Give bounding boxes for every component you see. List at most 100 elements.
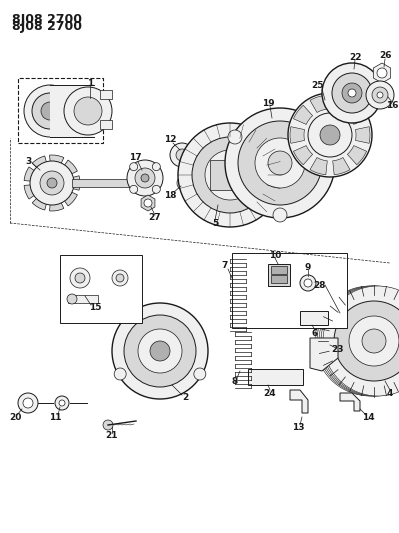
Circle shape [192,137,268,213]
Circle shape [362,329,386,353]
Bar [271,275,287,283]
Bar [50,85,94,137]
Polygon shape [290,390,308,413]
Polygon shape [373,63,391,83]
Wedge shape [348,146,367,165]
Circle shape [152,163,160,171]
Text: 10: 10 [269,251,281,260]
Circle shape [318,130,332,144]
Circle shape [372,87,388,103]
Circle shape [348,89,356,97]
Wedge shape [49,155,64,183]
Circle shape [103,420,113,430]
Wedge shape [52,176,80,190]
Text: 8: 8 [232,376,238,385]
Wedge shape [310,158,327,175]
Circle shape [55,396,69,410]
Text: 17: 17 [129,154,141,163]
Circle shape [323,286,399,396]
Text: 14: 14 [361,414,374,423]
Circle shape [349,316,399,366]
Circle shape [114,368,126,380]
Circle shape [67,294,77,304]
Circle shape [194,368,206,380]
Bar [60,255,142,323]
Bar [68,295,98,303]
Text: 12: 12 [164,135,176,144]
Circle shape [130,185,138,193]
Wedge shape [293,106,312,124]
Bar [72,179,137,187]
Circle shape [141,174,149,182]
Bar [100,120,112,129]
Circle shape [176,149,188,161]
Polygon shape [310,338,338,371]
Circle shape [342,83,362,103]
Circle shape [47,178,57,188]
Circle shape [124,315,196,387]
Circle shape [322,63,382,123]
Circle shape [300,275,316,291]
Circle shape [273,208,287,222]
Bar [268,264,290,286]
Text: 9: 9 [305,263,311,272]
Circle shape [59,400,65,406]
Circle shape [255,138,305,188]
Text: 4: 4 [387,389,393,398]
Wedge shape [52,160,77,183]
Circle shape [32,93,68,129]
Circle shape [228,130,242,144]
Text: 28: 28 [314,280,326,289]
Circle shape [377,68,387,78]
Text: 2: 2 [182,393,188,402]
Text: 13: 13 [292,424,304,432]
Wedge shape [348,106,367,124]
Text: 15: 15 [89,303,101,312]
Bar [300,311,328,325]
Circle shape [130,163,138,171]
Text: 21: 21 [106,432,118,440]
Circle shape [178,123,282,227]
Wedge shape [356,127,370,143]
Circle shape [304,279,312,287]
Circle shape [315,286,399,396]
Circle shape [18,393,38,413]
Wedge shape [333,158,350,175]
Circle shape [319,286,399,396]
Bar [100,90,112,99]
Text: 8J08 2700: 8J08 2700 [12,13,82,26]
Wedge shape [24,167,52,183]
Text: 8J08 2700: 8J08 2700 [12,20,82,33]
Circle shape [112,303,208,399]
Circle shape [23,398,33,408]
Circle shape [317,286,399,396]
Circle shape [182,180,188,186]
Text: 1: 1 [87,78,93,87]
Wedge shape [293,146,312,165]
Circle shape [144,199,152,207]
Circle shape [127,160,163,196]
Circle shape [40,171,64,195]
Text: 3: 3 [25,157,31,166]
Text: 26: 26 [379,52,391,61]
Bar [210,160,250,190]
Circle shape [152,185,160,193]
Circle shape [321,286,399,396]
Circle shape [170,143,194,167]
Circle shape [238,121,322,205]
Text: 16: 16 [386,101,398,109]
Circle shape [74,97,102,125]
Text: 5: 5 [212,219,218,228]
Text: 11: 11 [49,414,61,423]
Wedge shape [310,95,327,112]
Bar [271,266,287,274]
Circle shape [334,301,399,381]
Wedge shape [24,183,52,199]
Circle shape [41,102,59,120]
Bar [248,369,303,385]
Circle shape [332,73,372,113]
Bar [232,253,347,328]
Wedge shape [49,183,64,211]
Circle shape [268,151,292,175]
Circle shape [205,150,255,200]
